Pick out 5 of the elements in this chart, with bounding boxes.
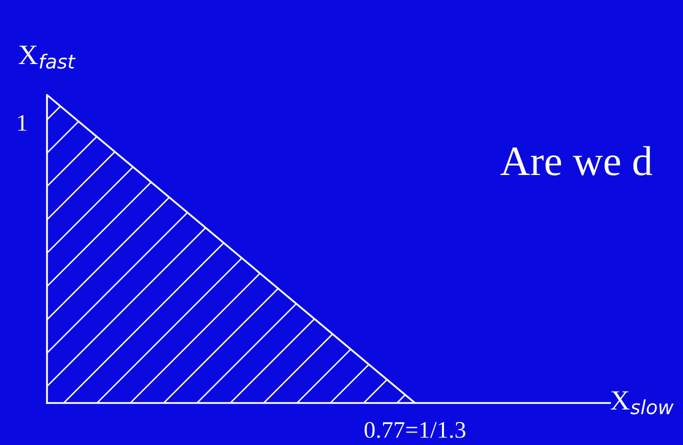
annotation: Are we d bbox=[500, 146, 652, 176]
x-axis-title: X$_{slow}$ bbox=[610, 391, 674, 414]
text: 0.77=1/1.3 bbox=[364, 422, 466, 438]
y-axis-title: X$_{fast}$ bbox=[18, 46, 76, 69]
text: 1 bbox=[18, 115, 26, 131]
